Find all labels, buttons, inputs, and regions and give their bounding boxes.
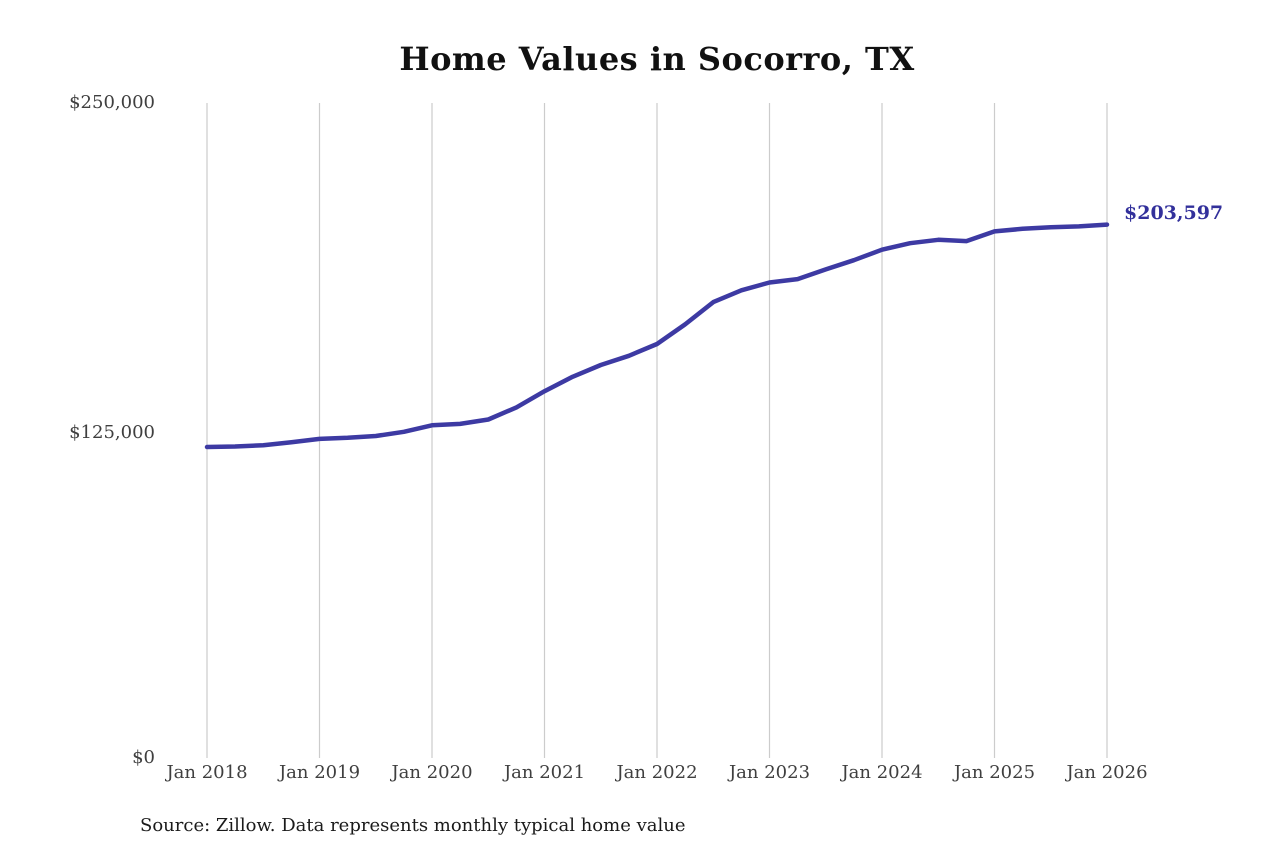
x-axis-tick-label: Jan 2021 — [503, 762, 586, 783]
end-value-label: $203,597 — [1124, 202, 1224, 224]
x-axis-tick-label: Jan 2022 — [616, 762, 698, 783]
home-value-line — [204, 222, 1110, 450]
source-note: Source: Zillow. Data represents monthly … — [140, 815, 686, 836]
x-axis-tick-label: Jan 2019 — [278, 762, 361, 783]
y-axis-tick-label-125000: $125,000 — [69, 422, 155, 443]
x-axis-tick-label: Jan 2020 — [391, 762, 473, 783]
x-axis-tick-label: Jan 2018 — [166, 762, 248, 783]
x-axis-tick-label: Jan 2026 — [1066, 762, 1148, 783]
x-axis-tick-label: Jan 2024 — [841, 762, 923, 783]
x-axis-tick-label: Jan 2025 — [953, 762, 1036, 783]
chart-title: Home Values in Socorro, TX — [399, 40, 915, 78]
y-axis-tick-label-0: $0 — [132, 747, 155, 768]
x-axis-tick-label: Jan 2023 — [728, 762, 811, 783]
y-axis-tick-label-250000: $250,000 — [69, 92, 155, 113]
